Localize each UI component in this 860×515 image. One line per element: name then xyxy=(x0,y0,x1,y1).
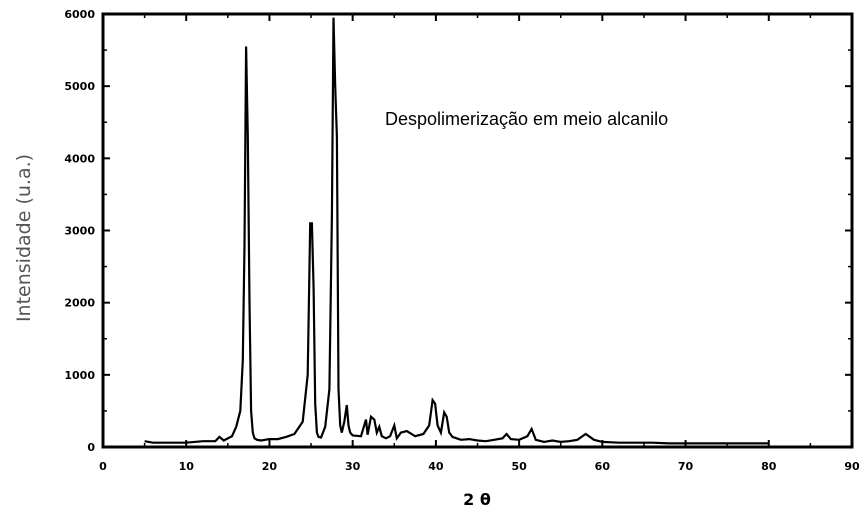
x-tick-label: 70 xyxy=(678,460,694,473)
x-tick-label: 30 xyxy=(345,460,361,473)
x-tick-label: 0 xyxy=(99,460,107,473)
series-group xyxy=(144,17,769,445)
x-tick-label: 20 xyxy=(262,460,278,473)
y-tick-label: 1000 xyxy=(64,369,95,382)
x-tick-label: 60 xyxy=(595,460,611,473)
series-line-0 xyxy=(144,17,769,445)
x-axis: 0 10 20 30 40 50 60 70 80 90 xyxy=(99,14,860,473)
y-tick-label: 3000 xyxy=(64,225,95,238)
chart-annotation: Despolimerização em meio alcanilo xyxy=(385,109,668,129)
y-tick-label: 4000 xyxy=(64,152,95,165)
x-tick-label: 90 xyxy=(844,460,860,473)
y-tick-label: 5000 xyxy=(64,80,95,93)
y-tick-label: 2000 xyxy=(64,297,95,310)
x-axis-title: 2 θ xyxy=(463,490,491,509)
plot-frame xyxy=(101,12,854,449)
x-tick-label: 10 xyxy=(179,460,195,473)
y-axis: 0 1000 2000 3000 4000 5000 6000 xyxy=(64,8,852,454)
y-axis-title: Intensidade (u.a.) xyxy=(13,154,35,322)
x-tick-label: 80 xyxy=(761,460,777,473)
x-tick-label: 50 xyxy=(511,460,527,473)
y-tick-label: 6000 xyxy=(64,8,95,21)
x-tick-label: 40 xyxy=(428,460,444,473)
y-tick-label: 0 xyxy=(87,441,95,454)
plot-border xyxy=(101,12,854,449)
